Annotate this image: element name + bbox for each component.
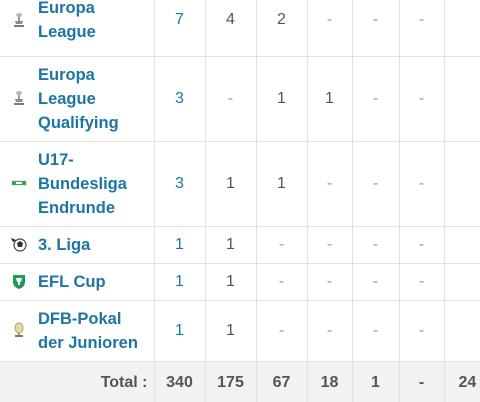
total-goals: 175 [205,361,257,402]
table-row: Europa League 7 4 2 - - - [0,0,480,57]
goals-cell: - [205,56,257,142]
competition-link[interactable]: Europa League Qualifying [38,65,119,132]
total-assists: 67 [256,361,308,402]
own-goals-cell: - [307,0,353,57]
competition-icon-cell [0,263,38,301]
table-row: DFB-Pokal der Junioren 1 1 - - - - [0,300,480,362]
second-yellow-cell: - [399,263,445,301]
goals-cell: 1 [205,263,257,301]
assists-cell: - [256,226,308,264]
competition-link[interactable]: EFL Cup [38,272,106,291]
assists-cell: 2 [256,0,308,57]
appearances-cell[interactable]: 3 [154,141,206,227]
own-goals-cell: 1 [307,56,353,142]
total-row: Total : 340 175 67 18 1 - 24 [0,361,480,402]
yellow-cards-cell: - [352,300,400,362]
yellow-cards-cell: - [352,0,400,57]
second-yellow-cell: - [399,141,445,227]
goals-cell: 1 [205,300,257,362]
competition-icon-cell [0,300,38,362]
appearances-cell[interactable]: 1 [154,300,206,362]
red-cards-cell [444,226,480,264]
competition-link[interactable]: 3. Liga [38,235,91,254]
table-row: Europa League Qualifying 3 - 1 1 - - [0,56,480,142]
yellow-cards-cell: - [352,226,400,264]
table-row: U17-Bundesliga Endrunde 3 1 1 - - - [0,141,480,227]
competition-icon-cell [0,56,38,142]
goals-cell: 1 [205,226,257,264]
competition-link[interactable]: U17-Bundesliga Endrunde [38,150,127,217]
second-yellow-cell: - [399,0,445,57]
dfb-pokal-junioren-trophy-icon[interactable] [10,321,28,339]
total-second-yellow: - [399,361,445,402]
yellow-cards-cell: - [352,56,400,142]
assists-cell: 1 [256,141,308,227]
competition-link[interactable]: Europa League [38,0,96,42]
competition-icon-cell [0,226,38,264]
total-own-goals: 18 [307,361,353,402]
assists-cell: - [256,300,308,362]
second-yellow-cell: - [399,300,445,362]
total-appearances: 340 [154,361,206,402]
table-row: EFL Cup 1 1 - - - - [0,263,480,301]
own-goals-cell: - [307,141,353,227]
efl-cup-logo-icon[interactable] [10,272,28,290]
second-yellow-cell: - [399,56,445,142]
own-goals-cell: - [307,263,353,301]
goals-cell: 4 [205,0,257,57]
yellow-cards-cell: - [352,263,400,301]
red-cards-cell [444,300,480,362]
competition-link[interactable]: DFB-Pokal der Junioren [38,309,138,352]
total-label: Total : [0,361,155,402]
competition-icon-cell [0,0,38,57]
assists-cell: - [256,263,308,301]
red-cards-cell [444,263,480,301]
goals-cell: 1 [205,141,257,227]
competition-icon-cell [0,141,38,227]
total-red-cards: 24 [444,361,480,402]
u17-bundesliga-logo-icon[interactable] [10,174,28,192]
table-row: 3. Liga 1 1 - - - - [0,226,480,264]
own-goals-cell: - [307,226,353,264]
appearances-cell[interactable]: 1 [154,226,206,264]
red-cards-cell [444,141,480,227]
europa-league-trophy-icon[interactable] [10,11,28,29]
3-liga-logo-icon[interactable] [10,235,28,253]
own-goals-cell: - [307,300,353,362]
red-cards-cell [444,56,480,142]
second-yellow-cell: - [399,226,445,264]
yellow-cards-cell: - [352,141,400,227]
assists-cell: 1 [256,56,308,142]
europa-league-trophy-icon[interactable] [10,89,28,107]
appearances-cell[interactable]: 3 [154,56,206,142]
total-yellow-cards: 1 [352,361,400,402]
appearances-cell[interactable]: 1 [154,263,206,301]
appearances-cell[interactable]: 7 [154,0,206,57]
red-cards-cell [444,0,480,57]
